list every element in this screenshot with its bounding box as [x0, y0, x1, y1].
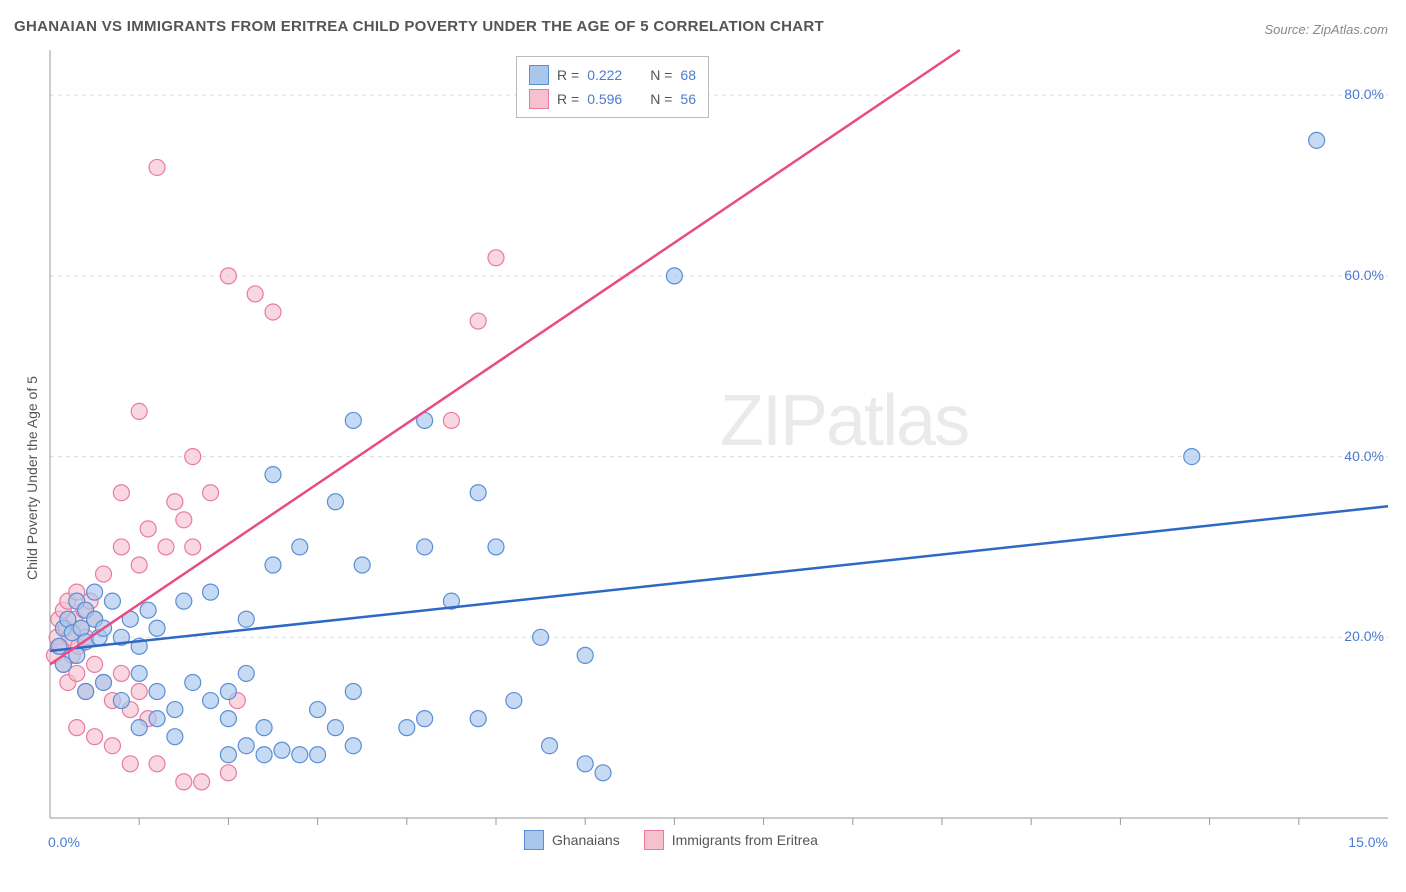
series-legend: Ghanaians Immigrants from Eritrea	[524, 830, 818, 850]
chart-title: GHANAIAN VS IMMIGRANTS FROM ERITREA CHIL…	[14, 18, 824, 35]
plot-area	[50, 50, 1388, 818]
y-tick-label: 40.0%	[1328, 448, 1384, 464]
legend-label: Immigrants from Eritrea	[672, 832, 818, 848]
r-value: 0.222	[587, 67, 622, 83]
y-axis-title: Child Poverty Under the Age of 5	[24, 376, 40, 580]
r-value: 0.596	[587, 91, 622, 107]
legend-swatch	[529, 65, 549, 85]
legend-row: R = 0.222 N = 68	[529, 63, 696, 87]
legend-swatch	[524, 830, 544, 850]
r-label: R =	[557, 91, 579, 107]
x-tick-label: 15.0%	[1340, 834, 1388, 850]
legend-row: R = 0.596 N = 56	[529, 87, 696, 111]
n-label: N =	[650, 67, 672, 83]
correlation-legend: R = 0.222 N = 68 R = 0.596 N = 56	[516, 56, 709, 118]
r-label: R =	[557, 67, 579, 83]
legend-swatch	[644, 830, 664, 850]
legend-item: Ghanaians	[524, 830, 620, 850]
y-tick-label: 20.0%	[1328, 628, 1384, 644]
source-attribution: Source: ZipAtlas.com	[1264, 22, 1388, 37]
y-tick-label: 60.0%	[1328, 267, 1384, 283]
y-tick-label: 80.0%	[1328, 86, 1384, 102]
x-tick-label: 0.0%	[48, 834, 80, 850]
legend-item: Immigrants from Eritrea	[644, 830, 818, 850]
scatter-svg	[50, 50, 1388, 818]
legend-label: Ghanaians	[552, 832, 620, 848]
legend-swatch	[529, 89, 549, 109]
n-label: N =	[650, 91, 672, 107]
n-value: 68	[680, 67, 696, 83]
n-value: 56	[680, 91, 696, 107]
